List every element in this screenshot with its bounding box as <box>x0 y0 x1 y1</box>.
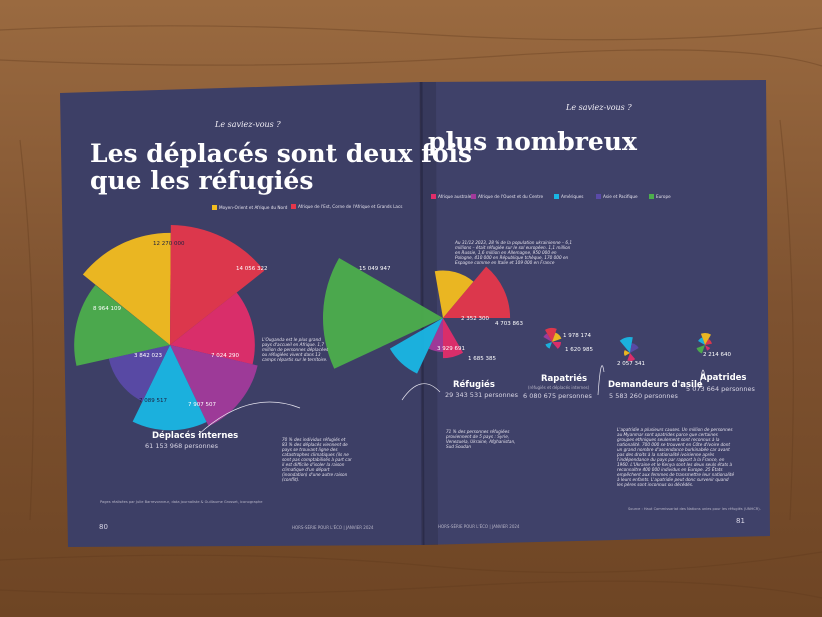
refugees-value-east-africa: 4 703 863 <box>495 321 523 327</box>
displaced-value-asia: 3 842 023 <box>134 353 162 359</box>
credits-left: Pages réalisées par Julie Barrevonneur, … <box>100 500 263 504</box>
legend-swatch <box>649 194 654 199</box>
refugees-value-asia: 3 929 691 <box>437 346 465 352</box>
wedge-repatriated-3 <box>552 342 561 349</box>
displaced-label: Déplacés internes <box>152 431 239 441</box>
wedge-stateless-2 <box>705 338 712 345</box>
title-line2: que les réfugiés <box>90 166 314 195</box>
refugees-total: 29 343 531 personnes <box>445 391 519 399</box>
wedge-displaced-europe <box>74 284 170 366</box>
refugees-value-europe: 15 049 947 <box>359 266 391 272</box>
repatriated-value-1: 1 978 174 <box>563 333 591 339</box>
asylum-value: 2 057 341 <box>617 361 645 367</box>
displaced-total: 61 153 968 personnes <box>145 442 219 450</box>
wedge-displaced-south-africa <box>170 292 255 365</box>
displaced-value-mena: 12 270 000 <box>153 241 185 247</box>
connector-displaced <box>197 401 301 436</box>
wedge-refugees-east-africa <box>443 266 511 318</box>
connector-refugees <box>401 383 441 401</box>
displaced-value-americas: 7 089 517 <box>139 398 167 404</box>
legend-label: Afrique de l'Ouest et du Centre <box>478 194 544 199</box>
wedge-repatriated-4 <box>545 342 552 349</box>
page-number-left: 80 <box>99 523 108 531</box>
note-refugees: 71 % des personnes réfugiées proviennent… <box>446 429 516 449</box>
legend-label: Amériques <box>561 194 584 199</box>
connector-asylum <box>597 365 605 396</box>
legend-swatch <box>291 204 296 209</box>
legend-swatch <box>212 205 217 210</box>
legend-swatch <box>431 194 436 199</box>
wedge-asylum-2 <box>630 343 639 353</box>
wedge-refugees-south-africa <box>443 318 464 359</box>
wedge-repatriated-5 <box>543 333 552 342</box>
stateless-label: Apatrides <box>700 373 747 383</box>
wedge-stateless-5 <box>698 337 705 345</box>
wedge-stateless-3 <box>705 345 711 351</box>
folio-left: HORS-SÉRIE POUR L'ÉCO | JANVIER 2024 <box>292 525 374 530</box>
displaced-value-west-africa: 7 907 507 <box>188 402 216 408</box>
refugees-label: Réfugiés <box>453 380 495 390</box>
wedge-stateless-4 <box>696 345 705 354</box>
wedge-asylum-4 <box>623 350 630 356</box>
wedge-stateless-1 <box>700 333 711 345</box>
legend-swatch <box>471 194 476 199</box>
legend-label: Europe <box>656 194 671 199</box>
wedge-refugees-west-africa <box>428 318 443 352</box>
asylum-total: 5 583 260 personnes <box>609 392 678 400</box>
legend-swatch <box>554 194 559 199</box>
note-displaced: 70 % des individus réfugiés et 83 % des … <box>282 437 352 482</box>
stateless-value: 2 214 640 <box>703 352 731 358</box>
refugees-value-mena: 2 352 300 <box>461 316 489 322</box>
asylum-label: Demandeurs d'asile <box>608 380 703 390</box>
note-ukraine: Au 31/12 2023, 28 % de la population ukr… <box>455 240 573 265</box>
folio-right: HORS-SÉRIE POUR L'ÉCO | JANVIER 2024 <box>438 524 520 529</box>
wedge-displaced-asia <box>108 345 170 402</box>
source-right: Source : Haut Commissariat des Nations u… <box>628 507 761 511</box>
connector-stateless <box>699 369 706 389</box>
kicker-right: Le saviez-vous ? <box>566 103 632 112</box>
legend-label: Afrique de l'Est, Corne de l'Afrique et … <box>298 204 403 209</box>
legend-label: Asie et Pacifique <box>603 194 638 199</box>
kicker-left: Le saviez-vous ? <box>215 120 281 129</box>
repatriated-total: 6 080 675 personnes <box>523 392 592 400</box>
displaced-value-europe: 8 964 109 <box>93 306 121 312</box>
wedge-displaced-mena <box>82 232 171 345</box>
note-congo: L'Ouganda est le plus grand pays d'accue… <box>262 337 329 362</box>
wedge-repatriated-2 <box>552 332 562 342</box>
wedge-refugees-americas <box>389 318 443 374</box>
legend-swatch <box>596 194 601 199</box>
wedge-displaced-west-africa <box>170 345 258 427</box>
stateless-total: 5 073 664 personnes <box>686 385 755 393</box>
displaced-value-east-africa: 14 056 322 <box>236 266 268 272</box>
wedge-asylum-3 <box>627 353 636 361</box>
legend-label: Afrique australe <box>438 194 472 199</box>
refugees-value-west-africa: 1 685 385 <box>468 356 496 362</box>
wedge-displaced-americas <box>132 345 207 431</box>
note-stateless: L'apatridie a plusieurs causes. Un milli… <box>617 427 735 487</box>
page-number-right: 81 <box>736 517 745 525</box>
wedge-refugees-europe <box>323 258 443 369</box>
legend-label: Moyen-Orient et Afrique du Nord <box>219 205 288 210</box>
repatriated-sub: (réfugiés et déplacés internes) <box>528 385 590 390</box>
wedge-repatriated-1 <box>545 328 557 342</box>
displaced-value-south-africa: 7 024 290 <box>211 353 239 359</box>
title-line1-left: Les déplacés sont deux fois <box>90 139 473 168</box>
repatriated-value-2: 1 620 985 <box>565 347 593 353</box>
repatriated-label: Rapatriés <box>541 374 588 384</box>
wedge-displaced-east-africa <box>170 225 265 345</box>
wedge-refugees-mena <box>434 270 474 318</box>
title-line1-right: plus nombreux <box>428 127 637 156</box>
wedge-asylum-1 <box>619 336 633 353</box>
